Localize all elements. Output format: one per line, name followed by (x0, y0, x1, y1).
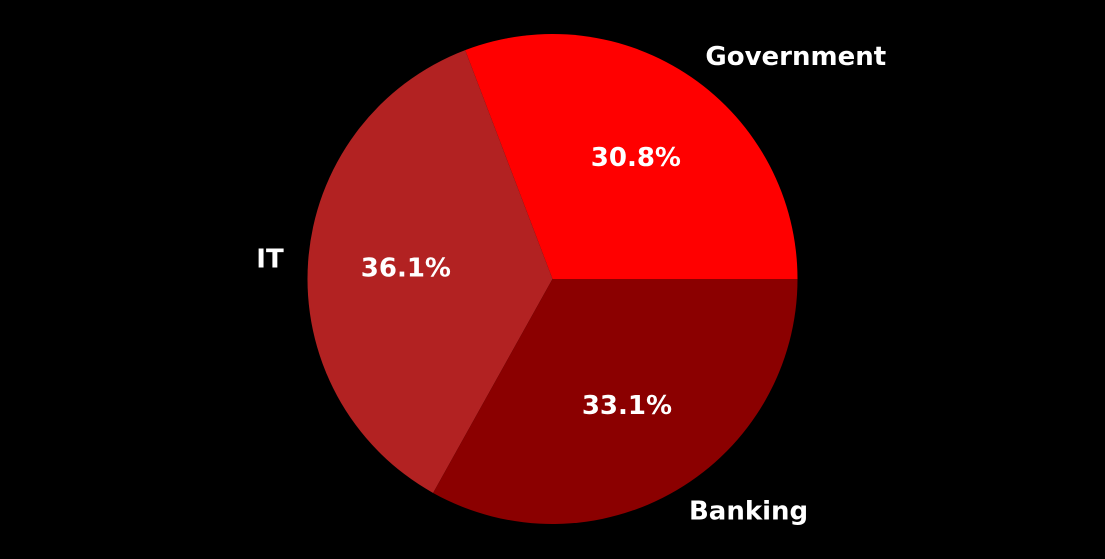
pie-percent-label: 36.1% (361, 253, 451, 283)
pie-category-label: IT (256, 245, 284, 275)
pie-labels: 30.8% Government 36.1% IT 33.1% Banking (256, 42, 886, 526)
pie-slice-it (307, 50, 553, 493)
pie-slices (307, 34, 798, 524)
pie-percent-label: 30.8% (591, 143, 681, 173)
pie-category-label: Banking (689, 496, 808, 526)
pie-slice-government (465, 34, 798, 279)
pie-category-label: Government (705, 42, 886, 72)
pie-percent-label: 33.1% (582, 391, 672, 421)
pie-slice-banking (433, 279, 798, 524)
